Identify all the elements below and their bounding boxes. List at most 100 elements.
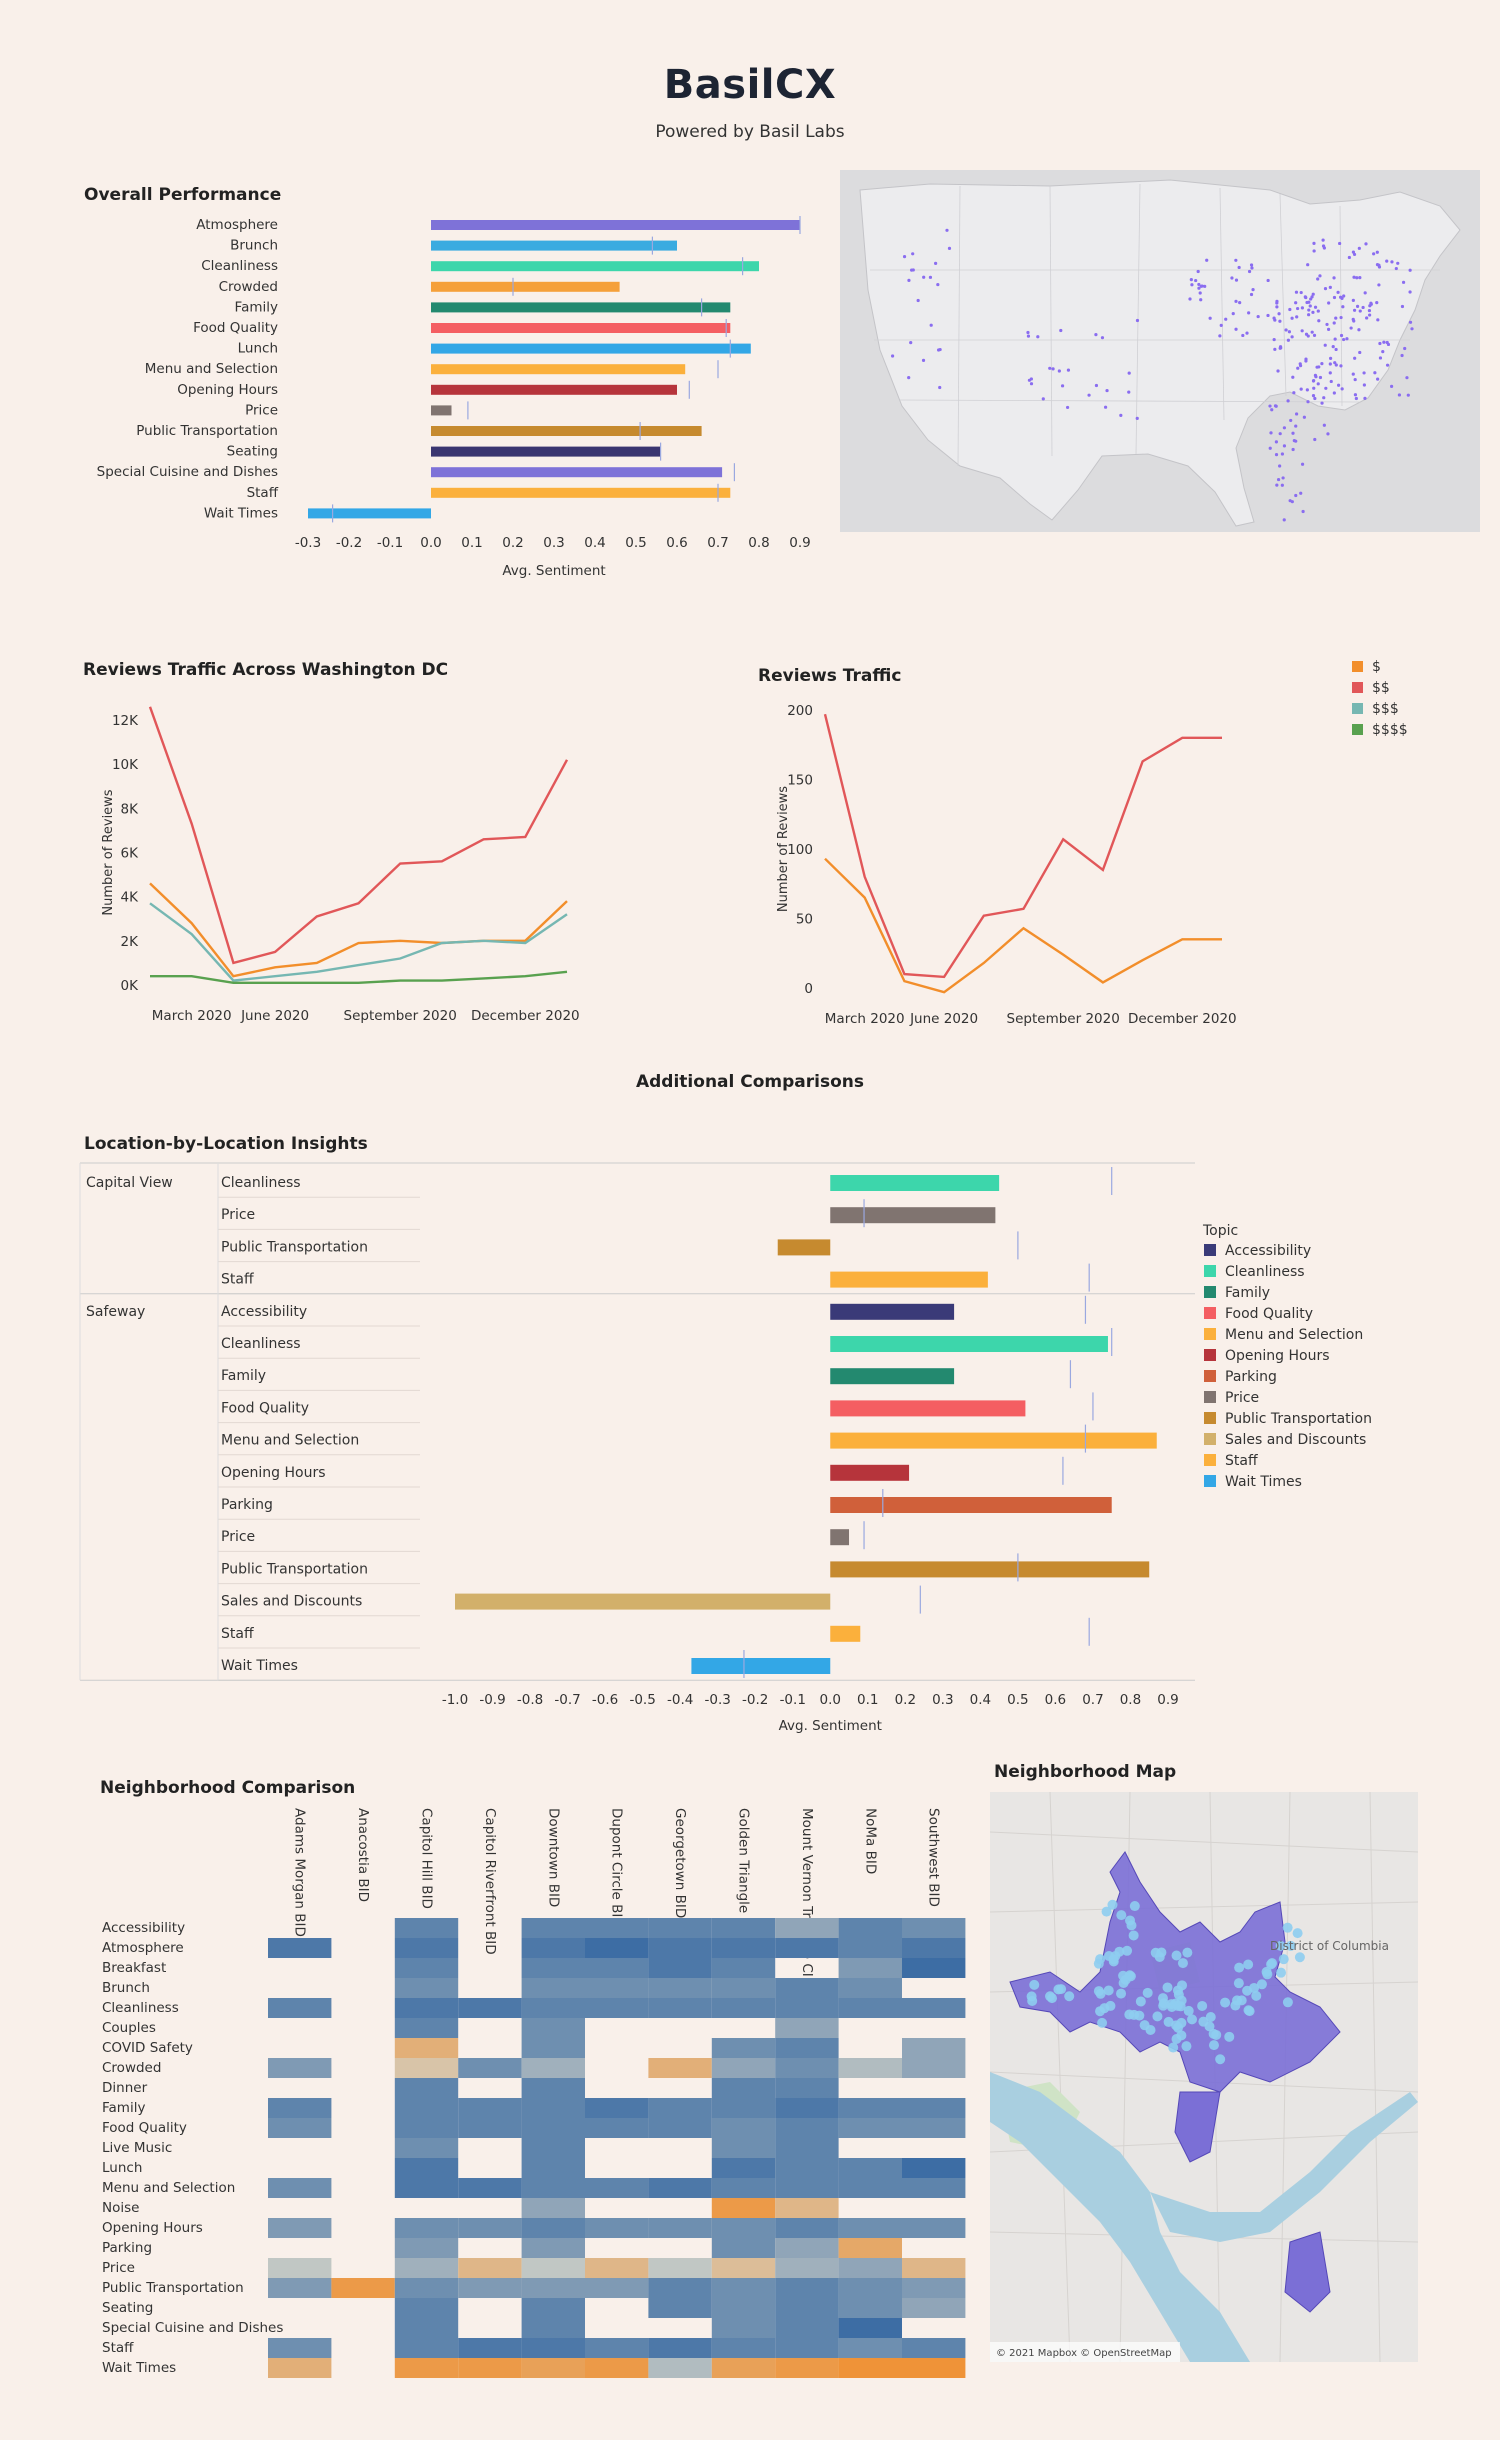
heatmap-cell[interactable] <box>585 2218 649 2238</box>
location-bar[interactable] <box>830 1529 850 1546</box>
heatmap-cell[interactable] <box>648 1918 712 1938</box>
heatmap-cell[interactable] <box>648 1998 712 2018</box>
heatmap-cell[interactable] <box>521 2178 585 2198</box>
heatmap-cell[interactable] <box>394 2358 459 2378</box>
heatmap-cell[interactable] <box>521 1998 585 2018</box>
heatmap-cell[interactable] <box>521 2078 585 2098</box>
heatmap-cell[interactable] <box>521 1958 585 1978</box>
heatmap-cell[interactable] <box>775 2178 839 2198</box>
heatmap-cell[interactable] <box>711 2338 776 2358</box>
heatmap-cell[interactable] <box>521 2258 585 2278</box>
location-bar[interactable] <box>830 1625 861 1642</box>
heatmap-cell[interactable] <box>394 2098 459 2118</box>
heatmap-cell[interactable] <box>838 2358 902 2378</box>
heatmap-cell[interactable] <box>648 2178 712 2198</box>
heatmap-cell[interactable] <box>268 2278 332 2298</box>
heatmap-cell[interactable] <box>458 2098 522 2118</box>
heatmap-cell[interactable] <box>775 2158 839 2178</box>
series-line[interactable] <box>149 902 568 982</box>
heatmap-cell[interactable] <box>585 2358 649 2378</box>
heatmap-cell[interactable] <box>521 2018 585 2038</box>
heatmap-cell[interactable] <box>711 2118 776 2138</box>
heatmap-cell[interactable] <box>521 2238 585 2258</box>
heatmap-cell[interactable] <box>394 2238 459 2258</box>
series-line[interactable] <box>824 857 1222 994</box>
heatmap-cell[interactable] <box>394 1938 459 1958</box>
heatmap-cell[interactable] <box>838 1978 902 1998</box>
heatmap-cell[interactable] <box>775 2098 839 2118</box>
heatmap-cell[interactable] <box>521 1978 585 1998</box>
overall-bar[interactable] <box>431 467 723 478</box>
location-bar[interactable] <box>830 1561 1150 1578</box>
us-map[interactable] <box>840 170 1480 532</box>
heatmap-cell[interactable] <box>711 2218 776 2238</box>
heatmap-cell[interactable] <box>902 2218 966 2238</box>
heatmap-cell[interactable] <box>902 2338 966 2358</box>
heatmap-cell[interactable] <box>838 2158 902 2178</box>
heatmap-cell[interactable] <box>394 2278 459 2298</box>
location-bar[interactable] <box>830 1207 996 1224</box>
heatmap-cell[interactable] <box>585 1918 649 1938</box>
heatmap-cell[interactable] <box>838 2278 902 2298</box>
heatmap-cell[interactable] <box>711 2038 776 2058</box>
heatmap-cell[interactable] <box>585 2098 649 2118</box>
heatmap-cell[interactable] <box>458 2358 522 2378</box>
location-bar[interactable] <box>830 1432 1157 1449</box>
heatmap-cell[interactable] <box>521 2358 585 2378</box>
heatmap-cell[interactable] <box>775 2018 839 2038</box>
heatmap-cell[interactable] <box>394 2258 459 2278</box>
heatmap-cell[interactable] <box>394 2318 459 2338</box>
overall-bar[interactable] <box>308 508 431 519</box>
heatmap-cell[interactable] <box>268 2358 332 2378</box>
heatmap-cell[interactable] <box>521 2098 585 2118</box>
heatmap-cell[interactable] <box>521 2118 585 2138</box>
heatmap-cell[interactable] <box>394 1998 459 2018</box>
heatmap-cell[interactable] <box>458 2278 522 2298</box>
heatmap-cell[interactable] <box>458 2258 522 2278</box>
heatmap-cell[interactable] <box>648 2058 712 2078</box>
heatmap-cell[interactable] <box>838 1998 902 2018</box>
heatmap-cell[interactable] <box>521 2318 585 2338</box>
heatmap-cell[interactable] <box>648 2278 712 2298</box>
heatmap-cell[interactable] <box>521 2138 585 2158</box>
heatmap-cell[interactable] <box>458 2118 522 2138</box>
heatmap-cell[interactable] <box>585 2258 649 2278</box>
heatmap-cell[interactable] <box>585 2278 649 2298</box>
heatmap-cell[interactable] <box>458 1998 522 2018</box>
heatmap-cell[interactable] <box>458 2218 522 2238</box>
heatmap-cell[interactable] <box>585 1958 649 1978</box>
overall-bar[interactable] <box>431 364 686 375</box>
heatmap-cell[interactable] <box>711 2078 776 2098</box>
heatmap-cell[interactable] <box>902 2298 966 2318</box>
heatmap-cell[interactable] <box>838 2238 902 2258</box>
location-bar[interactable] <box>830 1497 1112 1513</box>
heatmap-cell[interactable] <box>648 2118 712 2138</box>
heatmap-cell[interactable] <box>711 2358 776 2378</box>
heatmap-cell[interactable] <box>711 2058 776 2078</box>
neighborhood-map[interactable]: District of Columbia © 2021 Mapbox © Ope… <box>990 1792 1418 2362</box>
heatmap-cell[interactable] <box>268 2098 332 2118</box>
overall-bar[interactable] <box>431 240 677 251</box>
overall-bar[interactable] <box>431 302 731 313</box>
heatmap-cell[interactable] <box>775 2358 839 2378</box>
heatmap-cell[interactable] <box>775 1978 839 1998</box>
heatmap-cell[interactable] <box>585 1998 649 2018</box>
heatmap-cell[interactable] <box>838 2178 902 2198</box>
heatmap-cell[interactable] <box>711 1958 776 1978</box>
heatmap-cell[interactable] <box>648 1978 712 1998</box>
heatmap-cell[interactable] <box>394 2078 459 2098</box>
heatmap-cell[interactable] <box>521 2058 585 2078</box>
heatmap-cell[interactable] <box>458 2058 522 2078</box>
heatmap-cell[interactable] <box>394 2158 459 2178</box>
overall-bar[interactable] <box>431 281 620 292</box>
heatmap-cell[interactable] <box>838 2298 902 2318</box>
location-bar[interactable] <box>830 1400 1026 1417</box>
location-bar[interactable] <box>830 1368 955 1385</box>
heatmap-cell[interactable] <box>838 1918 902 1938</box>
heatmap-cell[interactable] <box>902 1958 966 1978</box>
heatmap-cell[interactable] <box>648 1938 712 1958</box>
heatmap-cell[interactable] <box>268 2058 332 2078</box>
heatmap-cell[interactable] <box>268 2118 332 2138</box>
overall-bar[interactable] <box>431 405 452 416</box>
heatmap-cell[interactable] <box>711 1978 776 1998</box>
